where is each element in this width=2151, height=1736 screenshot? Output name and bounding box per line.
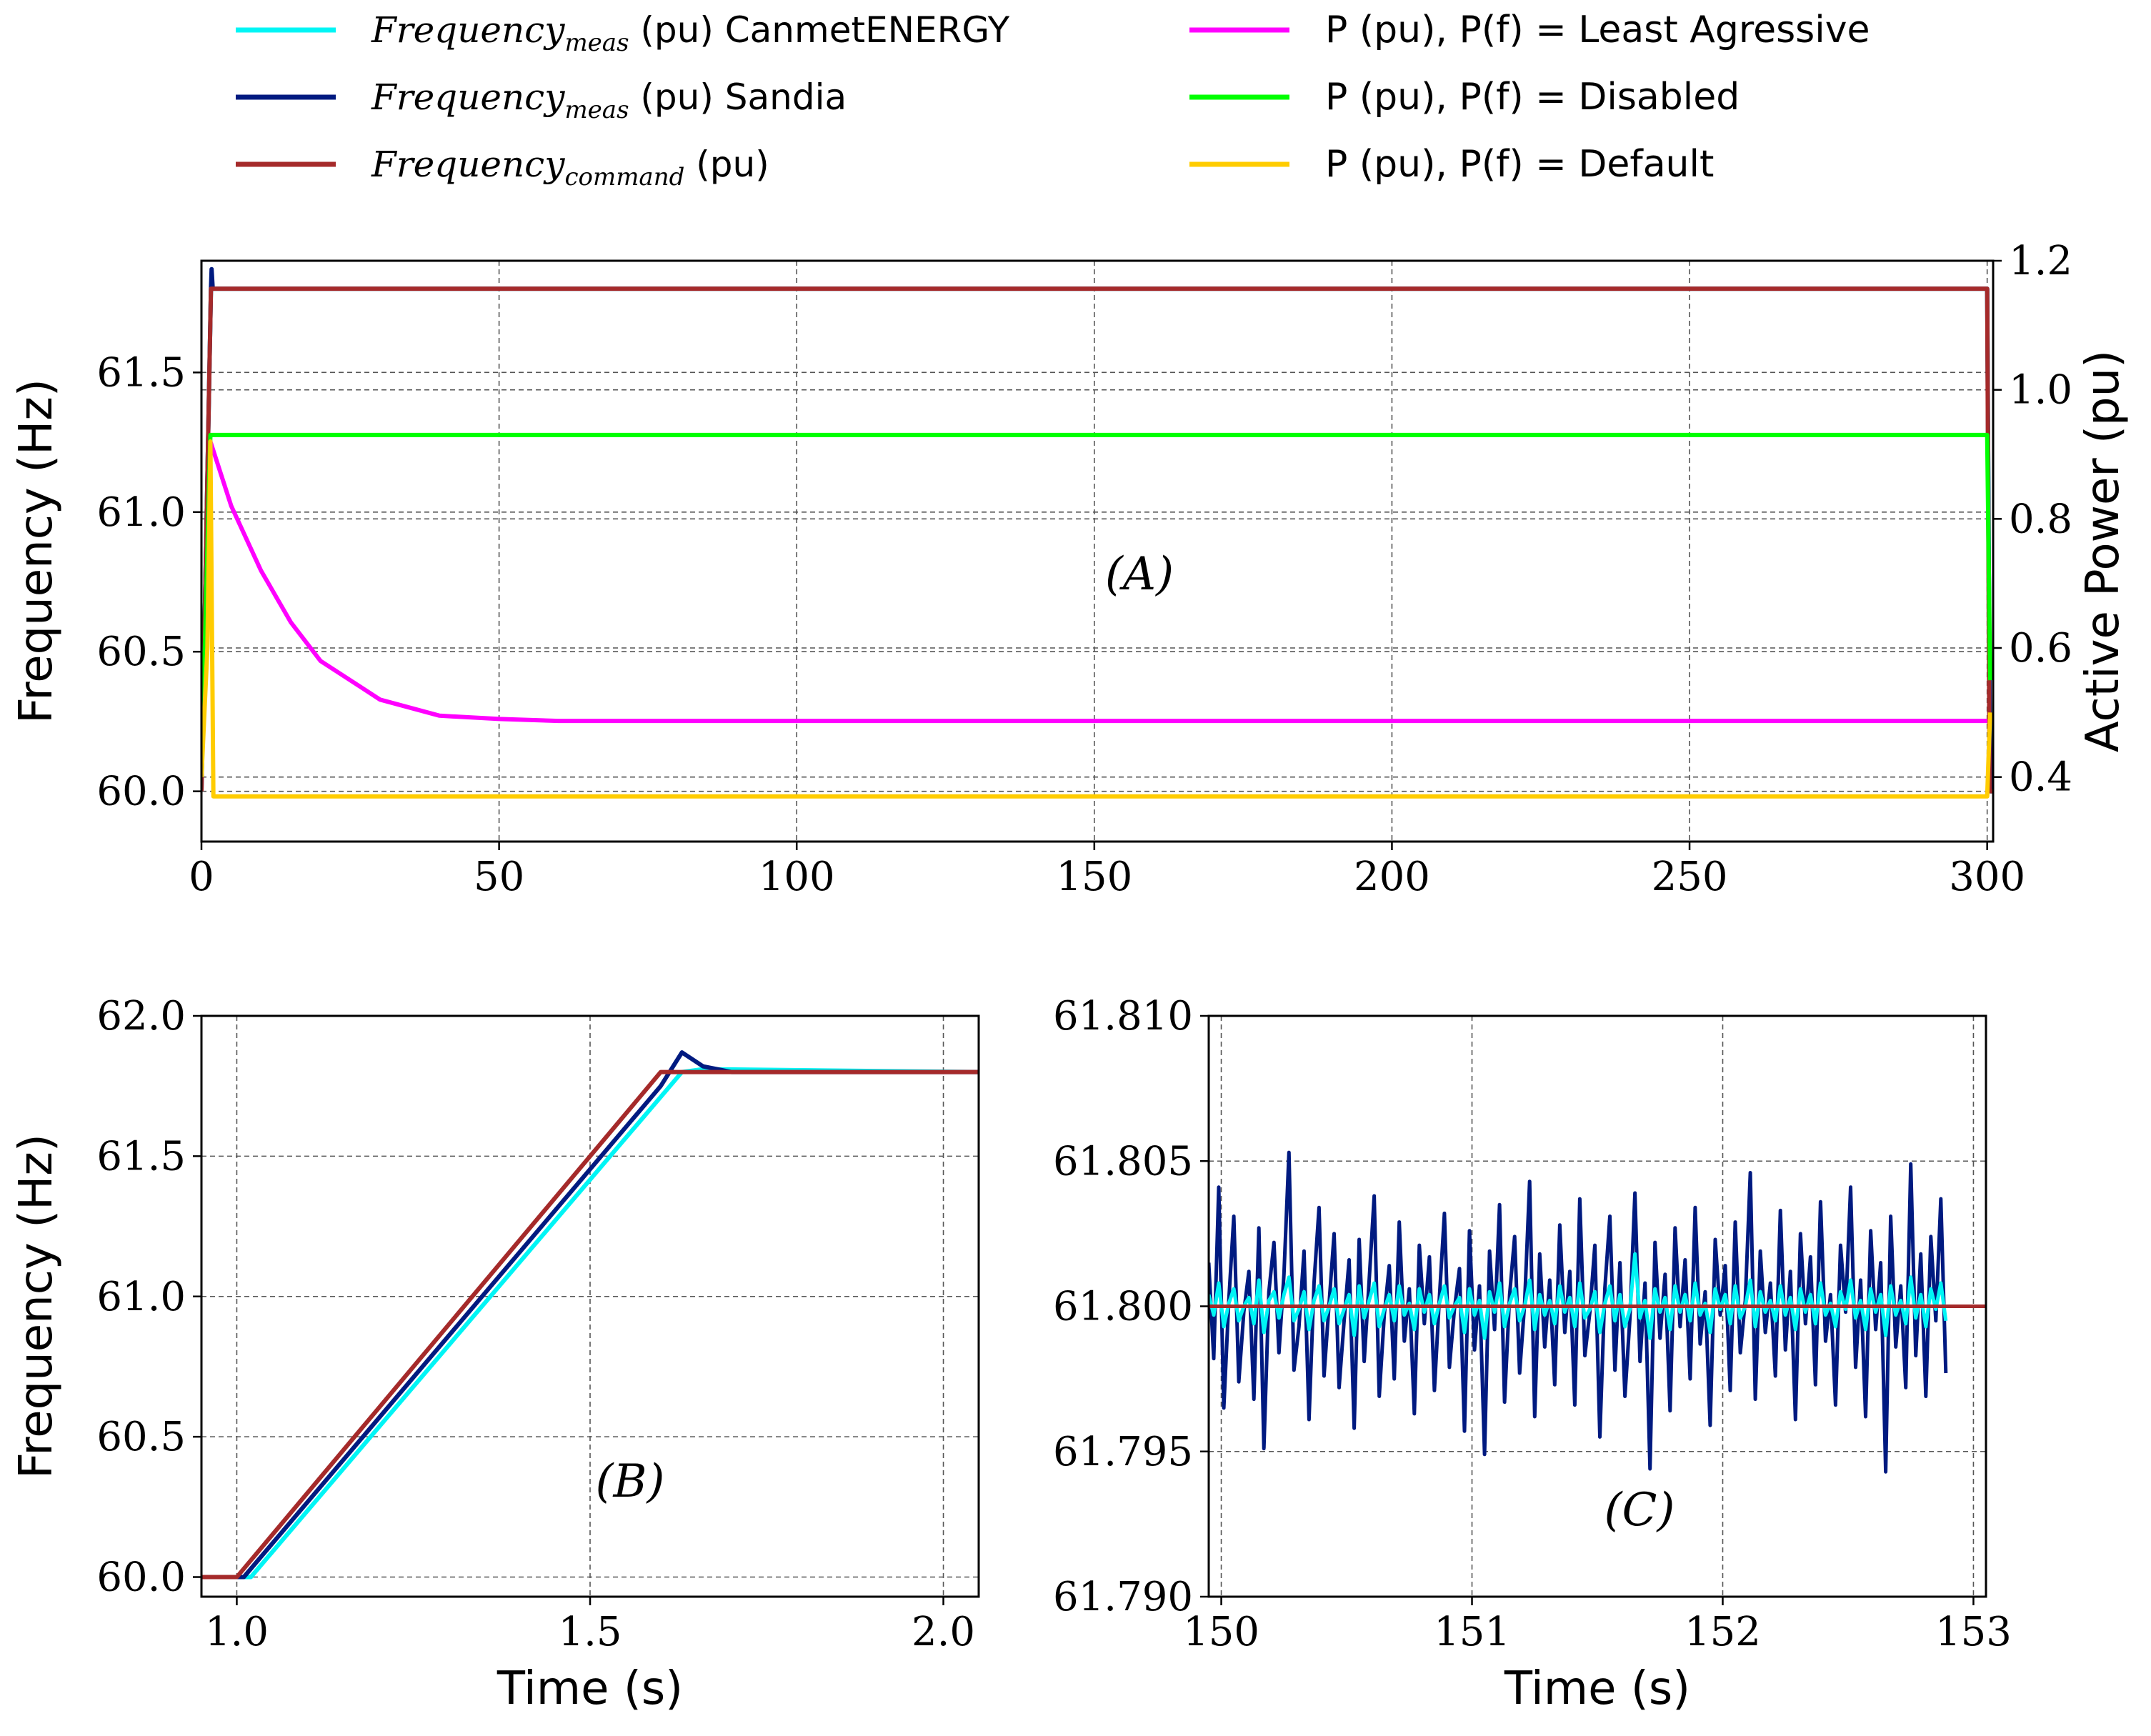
legend-label: P (pu), P(f) = Least Agressive bbox=[1325, 9, 1870, 51]
x-tick-label: 1.0 bbox=[205, 1609, 269, 1655]
legend: Frequencymeas (pu) CanmetENERGY Frequency… bbox=[236, 9, 1870, 191]
y-tick-label: 60.0 bbox=[96, 1555, 186, 1601]
y-tick-label: 61.810 bbox=[1053, 993, 1193, 1039]
panel-a: 0 50 100 150 200 250 300 60.0 60.5 61.0 61.5 0.4 0.6… bbox=[10, 238, 2130, 900]
legend-label: P (pu), P(f) = Default bbox=[1325, 143, 1714, 186]
x-tick-label: 200 bbox=[1354, 854, 1430, 900]
panel-annotation: (B) bbox=[596, 1455, 665, 1508]
series-line bbox=[201, 266, 1993, 794]
y2-tick-label: 0.8 bbox=[2009, 496, 2072, 542]
x-tick-label: 152 bbox=[1685, 1609, 1761, 1655]
y-tick-label: 61.800 bbox=[1053, 1284, 1193, 1330]
y-tick-label: 62.0 bbox=[96, 993, 186, 1039]
y2-tick-label: 1.0 bbox=[2009, 367, 2072, 414]
y2-axis-label: Active Power (pu) bbox=[2077, 350, 2130, 752]
x-tick-label: 250 bbox=[1652, 854, 1728, 900]
x-tick-label: 150 bbox=[1183, 1609, 1259, 1655]
legend-entry: P (pu), P(f) = Disabled bbox=[1189, 76, 1740, 119]
plot-frame bbox=[200, 259, 1995, 843]
y2-tick-label: 0.4 bbox=[2009, 754, 2072, 801]
legend-entry: P (pu), P(f) = Least Agressive bbox=[1189, 9, 1870, 51]
series-line bbox=[201, 439, 1992, 799]
legend-label: P (pu), P(f) = Disabled bbox=[1325, 76, 1740, 119]
panel-annotation: (C) bbox=[1604, 1484, 1675, 1537]
legend-label: Frequencymeas (pu) CanmetENERGY bbox=[371, 9, 1010, 57]
y2-tick-label: 1.2 bbox=[2009, 238, 2072, 284]
y-tick-label: 61.5 bbox=[96, 349, 186, 396]
panel-annotation: (A) bbox=[1105, 548, 1174, 601]
y-tick-label: 60.0 bbox=[96, 769, 186, 815]
plot-frame bbox=[1207, 1014, 1987, 1598]
grid bbox=[201, 1016, 979, 1597]
y-tick-label: 60.5 bbox=[96, 1414, 186, 1460]
y-tick-label: 61.5 bbox=[96, 1133, 186, 1179]
y2-tick-label: 0.6 bbox=[2009, 625, 2072, 672]
legend-entry: Frequencymeas (pu) Sandia bbox=[236, 76, 847, 124]
y-tick-label: 61.790 bbox=[1053, 1574, 1193, 1620]
series-line bbox=[201, 439, 1987, 777]
y-tick-label: 61.805 bbox=[1053, 1138, 1193, 1184]
x-tick-label: 100 bbox=[759, 854, 835, 900]
x-tick-label: 150 bbox=[1056, 854, 1132, 900]
legend-entry: Frequencycommand (pu) bbox=[236, 144, 769, 191]
x-tick-label: 2.0 bbox=[912, 1609, 975, 1655]
x-tick-label: 153 bbox=[1935, 1609, 2012, 1655]
x-tick-label: 50 bbox=[474, 854, 524, 900]
plot-frame bbox=[200, 1014, 980, 1598]
x-axis-label: Time (s) bbox=[1504, 1662, 1690, 1715]
x-tick-label: 0 bbox=[189, 854, 214, 900]
grid bbox=[201, 261, 1993, 842]
series-group bbox=[201, 266, 1993, 799]
y-tick-label: 61.795 bbox=[1053, 1429, 1193, 1475]
x-tick-label: 151 bbox=[1434, 1609, 1510, 1655]
legend-label: Frequencycommand (pu) bbox=[371, 144, 769, 191]
panel-c: 150 151 152 153 61.790 61.795 61.800 61.805 61.8… bbox=[1053, 993, 2012, 1715]
legend-label: Frequencymeas (pu) Sandia bbox=[371, 76, 847, 124]
y-axis-label: Frequency (Hz) bbox=[10, 379, 63, 724]
series-line bbox=[201, 432, 1992, 777]
y-tick-label: 61.0 bbox=[96, 1274, 186, 1320]
y-tick-label: 61.0 bbox=[96, 489, 186, 536]
series-group bbox=[201, 1050, 979, 1580]
legend-entry: Frequencymeas (pu) CanmetENERGY bbox=[236, 9, 1010, 57]
y-axis-label: Frequency (Hz) bbox=[10, 1134, 63, 1479]
y-tick-label: 60.5 bbox=[96, 629, 186, 675]
legend-entry: P (pu), P(f) = Default bbox=[1189, 143, 1714, 186]
x-tick-label: 1.5 bbox=[558, 1609, 622, 1655]
series-group bbox=[1209, 1150, 1986, 1474]
x-axis-label: Time (s) bbox=[496, 1662, 683, 1715]
series-line bbox=[201, 1069, 979, 1580]
panel-b: 1.0 1.5 2.0 60.0 60.5 61.0 61.5 62.0 (B) Frequenc… bbox=[10, 993, 980, 1715]
x-tick-label: 300 bbox=[1949, 854, 2025, 900]
